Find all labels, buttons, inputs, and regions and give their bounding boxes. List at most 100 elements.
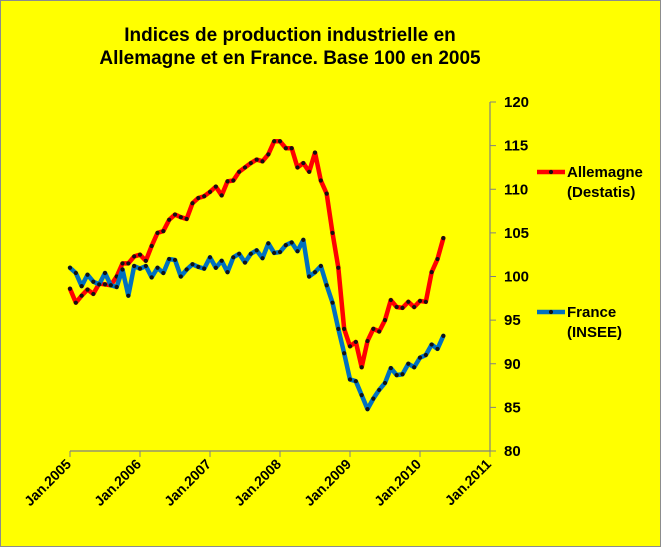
data-point xyxy=(441,333,446,338)
data-point xyxy=(85,272,90,277)
data-point xyxy=(91,291,96,297)
x-tick-label: Jan.2008 xyxy=(231,456,284,509)
legend-item-allemagne: Allemagne (Destatis) xyxy=(537,164,643,201)
data-point xyxy=(412,365,417,370)
data-point xyxy=(126,293,131,298)
data-point xyxy=(347,344,353,349)
data-point xyxy=(172,257,178,263)
data-point xyxy=(371,326,376,331)
x-tick-label: Jan.2005 xyxy=(21,456,74,509)
data-point xyxy=(155,265,160,270)
legend-swatch-marker xyxy=(548,309,554,315)
data-point xyxy=(371,396,376,401)
data-point xyxy=(312,270,318,275)
data-point xyxy=(190,201,195,206)
data-point xyxy=(225,270,230,275)
data-point xyxy=(184,216,189,222)
data-point xyxy=(137,252,143,257)
data-point xyxy=(359,393,364,398)
data-point xyxy=(277,249,283,255)
data-point xyxy=(219,193,224,198)
data-point xyxy=(202,194,207,199)
data-point xyxy=(237,251,242,256)
data-point xyxy=(225,179,230,184)
data-point xyxy=(213,184,218,189)
data-point xyxy=(301,160,306,166)
data-point xyxy=(167,217,172,222)
x-tick-label: Jan.2006 xyxy=(91,456,144,509)
legend-label-sub: (INSEE) xyxy=(567,324,622,341)
data-point xyxy=(108,283,113,288)
data-point xyxy=(330,230,335,235)
data-point xyxy=(260,256,265,261)
data-point xyxy=(435,346,440,352)
data-point xyxy=(231,255,236,260)
data-point xyxy=(67,286,73,291)
x-tick-label: Jan.2009 xyxy=(301,456,354,509)
y-tick-label: 80 xyxy=(504,443,521,460)
data-point xyxy=(207,255,213,260)
data-point xyxy=(377,387,382,393)
data-point xyxy=(417,355,423,360)
data-point xyxy=(120,267,125,272)
data-point xyxy=(272,250,277,256)
data-point xyxy=(342,351,347,356)
data-point xyxy=(260,159,265,164)
data-point xyxy=(382,380,388,386)
data-point xyxy=(132,263,137,269)
y-tick-label: 95 xyxy=(504,312,521,329)
data-point xyxy=(382,318,388,323)
data-point xyxy=(342,326,347,331)
data-point xyxy=(242,260,248,265)
data-point xyxy=(353,339,358,345)
data-point xyxy=(324,191,329,196)
legend-label: France xyxy=(567,304,616,321)
data-point xyxy=(318,263,323,269)
y-tick-label: 120 xyxy=(504,94,529,111)
data-point xyxy=(324,283,329,288)
data-point xyxy=(406,361,411,366)
legend-swatch-marker xyxy=(548,169,554,175)
data-point xyxy=(202,266,207,271)
data-point xyxy=(289,146,294,151)
data-point xyxy=(161,270,166,276)
data-point xyxy=(178,274,183,279)
data-point xyxy=(353,379,358,384)
data-point xyxy=(318,178,323,183)
data-point xyxy=(213,265,218,270)
data-point xyxy=(266,152,271,157)
data-point xyxy=(207,189,213,194)
data-point xyxy=(388,297,393,303)
data-point xyxy=(242,165,248,170)
y-tick-label: 110 xyxy=(504,181,528,198)
y-tick-label: 85 xyxy=(504,399,521,416)
legend-label: Allemagne xyxy=(567,164,643,181)
x-tick-label: Jan.2007 xyxy=(161,456,214,509)
data-point xyxy=(417,298,423,304)
data-point xyxy=(435,256,440,262)
data-point xyxy=(347,377,353,382)
data-point xyxy=(196,195,201,201)
data-point xyxy=(289,240,294,245)
chart-axes: 80 85 90 95 100 105 110 115 120 Jan.2005 Jan.2006 J… xyxy=(21,94,529,509)
chart-title: Indices de production industrielle en Al… xyxy=(40,24,540,70)
data-point xyxy=(301,237,306,242)
data-point xyxy=(97,282,102,287)
data-point xyxy=(400,305,405,311)
data-point xyxy=(155,230,160,235)
data-point xyxy=(73,270,78,276)
data-point xyxy=(266,241,271,246)
data-point xyxy=(423,352,428,358)
y-tick-label: 105 xyxy=(504,225,529,242)
data-point xyxy=(254,248,259,253)
data-point xyxy=(248,251,253,256)
data-point xyxy=(295,165,300,170)
series-france xyxy=(67,237,446,412)
data-point xyxy=(196,264,201,270)
data-point xyxy=(377,329,382,334)
data-point xyxy=(312,150,318,155)
series-allemagne xyxy=(67,139,446,370)
data-point xyxy=(85,287,90,292)
